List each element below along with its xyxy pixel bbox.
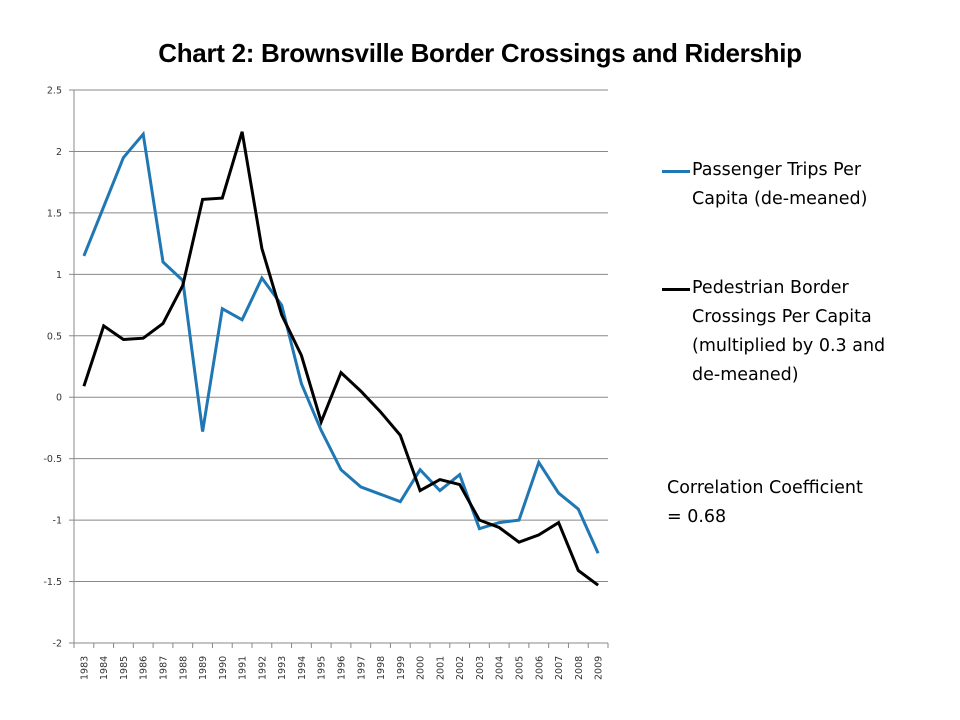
x-tick-label: 1984 [99,656,110,680]
y-tick-label: 1 [56,270,62,281]
legend-label-line: (multiplied by 0.3 and [692,336,886,356]
x-tick-label: 2004 [495,656,506,680]
y-tick-labels: 2.5 2 1.5 1 0.5 0 -0.5 -1 -1.5 -2 [43,86,62,650]
y-tick-label: -1 [53,516,62,527]
x-tick-label: 1997 [356,656,367,680]
legend-swatch-blue [662,170,690,173]
axes [69,89,609,648]
x-tick-label: 2002 [455,656,466,680]
legend-swatch-black [662,288,690,291]
x-tick-label: 1992 [257,656,268,680]
x-tick-label: 1985 [119,656,130,680]
x-tick-label: 1989 [198,656,209,680]
x-tick-label: 1999 [396,656,407,680]
x-tick-label: 2005 [515,656,526,680]
y-tick-label: 2.5 [47,86,62,97]
legend-item-pedestrian-crossings: Pedestrian Border Crossings Per Capita (… [662,274,932,390]
correlation-annotation: Correlation Coefficient = 0.68 [667,474,863,532]
x-tick-label: 2000 [416,656,427,680]
legend-label-line: Crossings Per Capita [692,307,872,327]
legend-label-line: de-meaned) [692,365,799,385]
y-tick-label: -0.5 [43,454,62,465]
gridlines [74,89,608,583]
y-tick-label: -1.5 [43,577,62,588]
legend-label-line: Passenger Trips Per [692,160,862,180]
x-tick-label: 1988 [178,656,189,680]
x-tick-label: 2003 [475,656,486,680]
x-tick-label: 2009 [594,656,605,680]
legend-label-line: Capita (de-meaned) [692,189,868,209]
y-tick-label: 0.5 [47,331,62,342]
x-tick-label: 1990 [218,656,229,680]
y-tick-label: 1.5 [47,208,62,219]
x-tick-label: 1993 [277,656,288,680]
x-tick-label: 1983 [79,656,90,680]
x-tick-label: 1986 [139,656,150,680]
legend-item-passenger-trips: Passenger Trips Per Capita (de-meaned) [662,156,932,214]
x-tick-label: 1987 [159,656,170,680]
legend-label-line: Pedestrian Border [692,278,849,298]
x-tick-label: 2008 [574,656,585,680]
x-tick-label: 1994 [297,656,308,680]
x-tick-label: 1996 [337,656,348,680]
y-tick-label: -2 [53,639,62,650]
x-tick-label: 1991 [238,656,249,680]
series-line-passenger-trips [82,130,600,554]
x-tick-label: 2007 [554,656,565,680]
x-tick-label: 2006 [534,656,545,680]
x-tick-label: 2001 [435,656,446,680]
correlation-value: = 0.68 [667,507,727,527]
y-tick-label: 2 [56,147,62,158]
y-tick-label: 0 [56,393,62,404]
x-tick-label: 1998 [376,656,387,680]
x-tick-labels: 1983 1984 1985 1986 1987 1988 1989 1990 1991 1992… [79,656,604,680]
series-lines [82,130,600,587]
correlation-label: Correlation Coefficient [667,478,863,498]
chart-title: Chart 2: Brownsville Border Crossings an… [158,38,802,68]
x-tick-label: 1995 [317,656,328,680]
